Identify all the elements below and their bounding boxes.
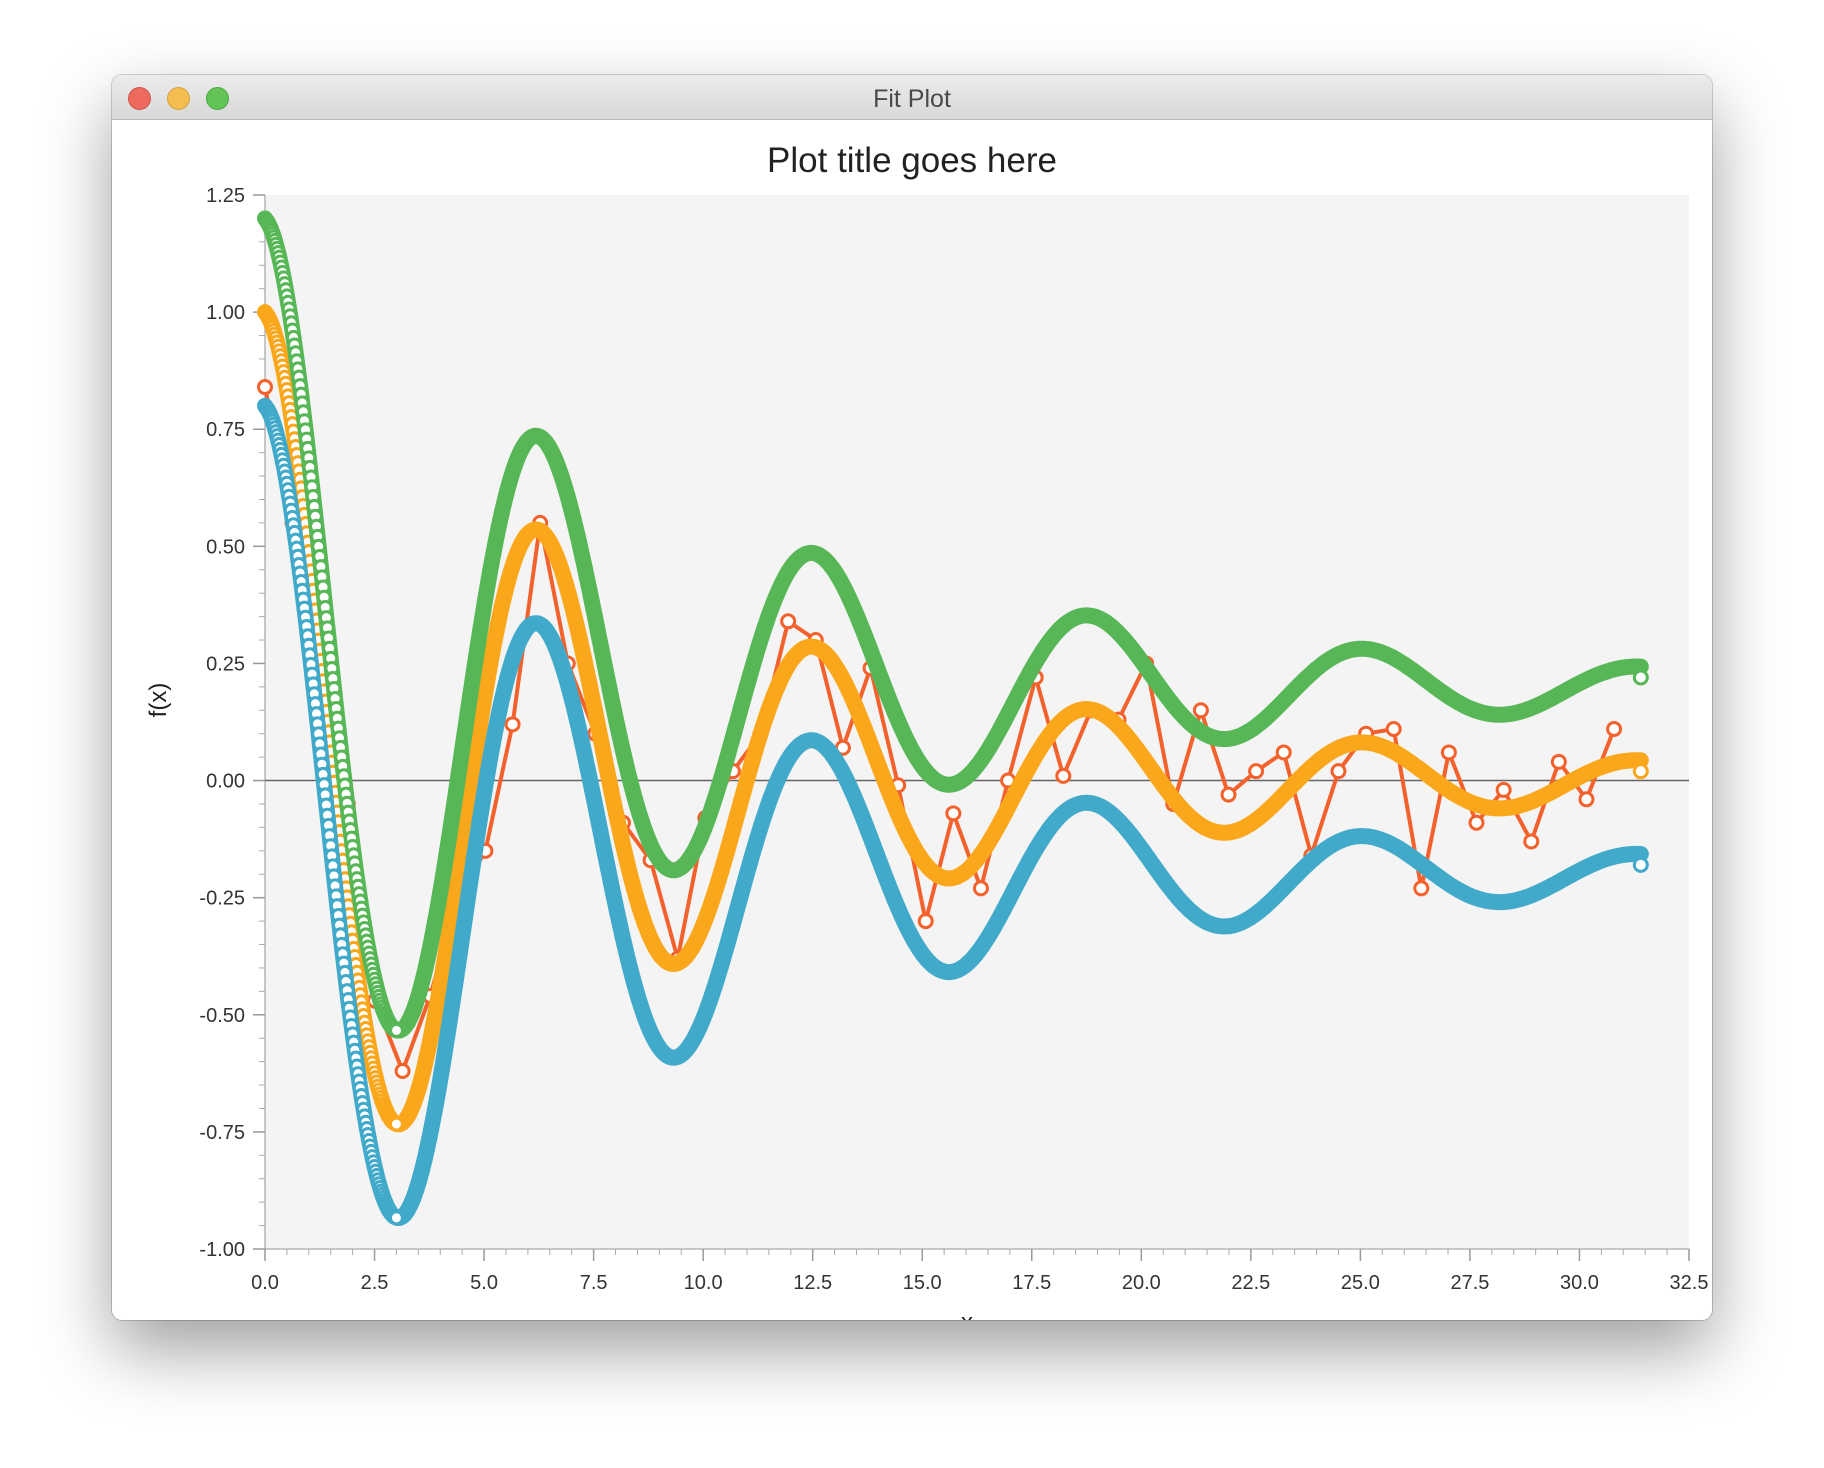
y-tick-label: -1.00 [199,1239,245,1261]
minimize-button[interactable] [167,87,190,110]
y-tick-label: 0.25 [206,653,245,675]
data-point [1606,721,1623,738]
fit-curve-orange [257,304,1649,1133]
x-tick-label: 30.0 [1560,1272,1599,1294]
x-tick-label: 20.0 [1122,1272,1161,1294]
fit-marker [388,1022,404,1038]
y-tick-label: -0.50 [199,1005,245,1027]
x-tick-label: 17.5 [1012,1272,1051,1294]
y-tick-label: -0.25 [199,888,245,910]
data-point [1385,721,1402,738]
data-point [1330,763,1347,780]
title-bar[interactable]: Fit Plot [112,75,1712,120]
y-tick-label: 1.25 [206,185,245,207]
data-point [1248,763,1265,780]
y-axis-label: f(x) [145,683,172,718]
data-point [1275,744,1292,761]
y-tick-label: 0.50 [206,536,245,558]
fit-end-marker [1632,669,1649,686]
fit-curve-blue [257,397,1649,1226]
data-point [1578,791,1595,808]
data-point [504,716,521,733]
data-point [1413,880,1430,897]
data-point [945,805,962,822]
x-axis-label: x [961,1309,973,1320]
x-tick-label: 12.5 [793,1272,832,1294]
close-button[interactable] [128,87,151,110]
data-point [257,379,273,396]
data-point [780,613,797,630]
y-tick-label: 1.00 [206,302,245,324]
x-tick-label: 25.0 [1341,1272,1380,1294]
data-point [1468,814,1485,831]
window-title: Fit Plot [873,85,951,113]
data-point [972,880,989,897]
fit-end-marker [1632,856,1649,873]
fit-marker [388,1116,404,1132]
x-tick-label: 0.0 [251,1272,279,1294]
x-tick-label: 7.5 [580,1272,608,1294]
x-tick-label: 27.5 [1450,1272,1489,1294]
plot-area: 1.25 1.00 0.75 0.50 0.25 0.00 -0.25 -0.50 -0.75 -… [199,185,1708,1294]
fit-chart: Plot title goes here x f(x) 1.25 1.00 0.75… [145,141,1708,1320]
data-point [394,1062,411,1079]
y-tick-label: -0.75 [199,1122,245,1144]
x-tick-label: 10.0 [684,1272,723,1294]
data-point [917,913,934,930]
data-point [1523,833,1540,850]
data-point [1220,786,1237,803]
x-tick-label: 32.5 [1670,1272,1709,1294]
fit-curve-green [257,210,1649,1039]
x-tick-label: 22.5 [1231,1272,1270,1294]
fit-end-marker [1632,763,1649,780]
fit-plot-window: Fit Plot Plot title goes here x f(x) 1.2… [112,75,1712,1320]
y-tick-label: 0.75 [206,419,245,441]
x-tick-label: 15.0 [903,1272,942,1294]
chart-title: Plot title goes here [767,141,1057,180]
data-point [1550,753,1567,770]
data-point [1192,702,1209,719]
y-tick-label: 0.00 [206,771,245,793]
fit-marker [388,1210,404,1226]
zoom-button[interactable] [206,87,229,110]
data-point [1055,767,1072,784]
data-point [1440,744,1457,761]
x-tick-label: 5.0 [470,1272,498,1294]
x-tick-label: 2.5 [361,1272,389,1294]
data-point [1495,781,1512,798]
